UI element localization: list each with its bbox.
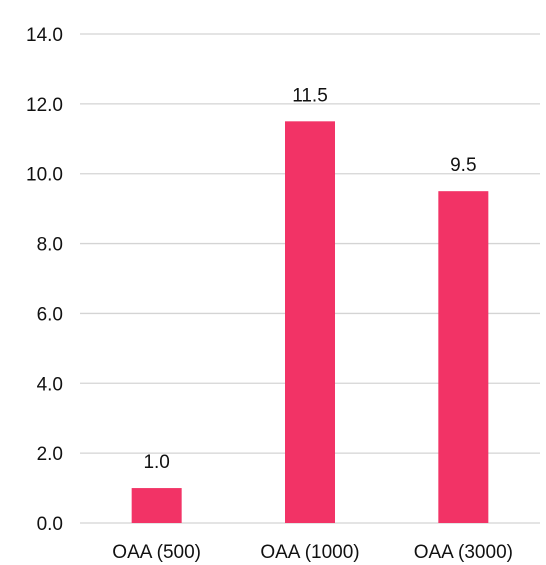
y-tick-label: 2.0 bbox=[37, 444, 63, 465]
x-category-label: OAA (3000) bbox=[414, 542, 513, 563]
y-tick-label: 14.0 bbox=[26, 25, 63, 46]
bar bbox=[131, 488, 182, 523]
x-category-label: OAA (1000) bbox=[260, 542, 359, 563]
y-tick-label: 0.0 bbox=[37, 514, 63, 535]
bars bbox=[131, 121, 489, 524]
y-tick-label: 8.0 bbox=[37, 235, 63, 256]
data-label: 11.5 bbox=[292, 85, 328, 106]
y-tick-label: 4.0 bbox=[37, 374, 63, 395]
y-axis-tick-labels: 0.0 2.0 4.0 6.0 8.0 10.0 12.0 14.0 bbox=[26, 25, 63, 535]
bar bbox=[285, 121, 335, 524]
data-labels: 1.0 11.5 9.5 bbox=[143, 85, 476, 473]
bar bbox=[438, 191, 489, 523]
y-tick-label: 10.0 bbox=[26, 165, 63, 186]
y-tick-label: 12.0 bbox=[26, 95, 63, 116]
x-category-label: OAA (500) bbox=[112, 542, 201, 563]
y-tick-label: 6.0 bbox=[37, 304, 63, 325]
data-label: 1.0 bbox=[143, 452, 169, 473]
x-axis-category-labels: OAA (500) OAA (1000) OAA (3000) bbox=[112, 542, 513, 563]
data-label: 9.5 bbox=[450, 155, 476, 176]
